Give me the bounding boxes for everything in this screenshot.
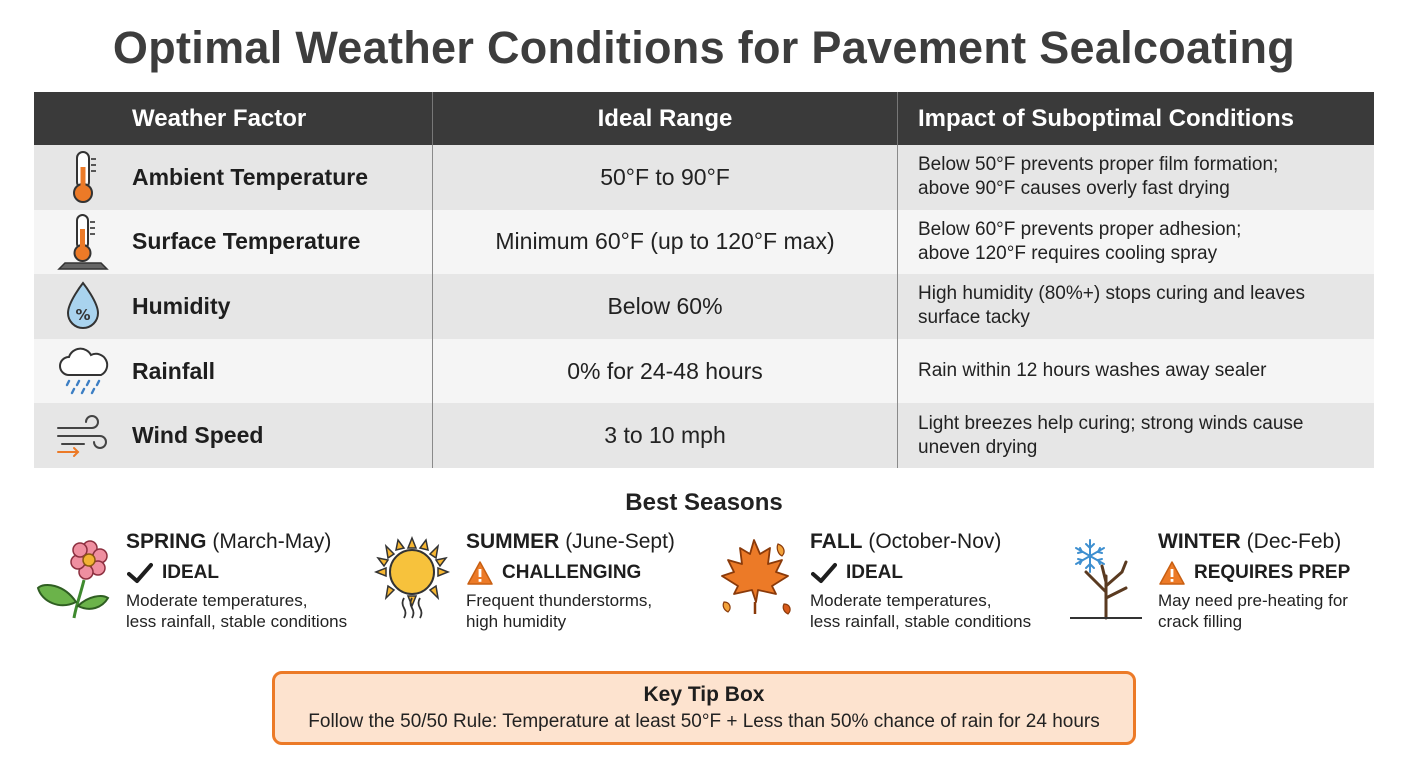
tip-title: Key Tip Box (643, 683, 765, 706)
checkmark-icon (810, 560, 838, 586)
season-name: SPRING (126, 530, 207, 553)
ideal-range: 3 to 10 mph (433, 403, 898, 468)
header-weather-factor: Weather Factor (34, 92, 433, 145)
header-ideal-range: Ideal Range (433, 92, 898, 145)
season-description: Moderate temperatures, (126, 591, 308, 610)
season-fall: FALL (October-Nov) IDEAL Moderate temper… (718, 530, 1058, 640)
svg-text:%: % (75, 306, 90, 324)
maple-leaf-icon (718, 536, 798, 620)
impact-text: High humidity (80%+) stops curing and le… (898, 274, 1374, 339)
season-months: (March-May) (212, 530, 332, 553)
factor-name: Surface Temperature (132, 228, 361, 255)
season-description: less rainfall, stable conditions (810, 612, 1032, 631)
season-summer: SUMMER (June-Sept) CHALLENGING Frequent … (373, 530, 704, 640)
season-name: SUMMER (466, 530, 560, 553)
surface-thermometer-icon (34, 210, 132, 274)
season-spring: SPRING (March-May) IDEAL Moderate temper… (36, 530, 376, 640)
impact-line: Rain within 12 hours washes away sealer (918, 360, 1267, 382)
seasons-title: Best Seasons (625, 489, 783, 516)
impact-text: Below 50°F prevents proper film formatio… (898, 145, 1374, 210)
table-row: Wind Speed 3 to 10 mph Light breezes hel… (34, 403, 1374, 468)
ideal-range: 50°F to 90°F (433, 145, 898, 210)
table-row: Ambient Temperature 50°F to 90°F Below 5… (34, 145, 1374, 210)
sun-icon (373, 535, 454, 620)
impact-line: above 90°F causes overly fast drying (918, 178, 1230, 200)
wind-icon (34, 404, 132, 468)
factor-name: Ambient Temperature (132, 163, 369, 190)
impact-line: Below 60°F prevents proper adhesion; (918, 218, 1242, 240)
checkmark-icon (126, 560, 154, 586)
impact-text: Rain within 12 hours washes away sealer (898, 339, 1374, 404)
factor-name: Wind Speed (132, 422, 264, 449)
season-description: May need pre-heating for (1158, 591, 1348, 610)
flower-icon (36, 536, 116, 620)
tip-text: Follow the 50/50 Rule: Temperature at le… (308, 711, 1100, 732)
impact-line: High humidity (80%+) stops curing and le… (918, 283, 1306, 305)
season-description: high humidity (466, 612, 567, 631)
factor-name: Rainfall (132, 357, 216, 384)
impact-text: Light breezes help curing; strong winds … (898, 403, 1374, 468)
weather-table: Weather Factor Ideal Range Impact of Sub… (34, 92, 1374, 468)
snowflake-tree-icon (1068, 536, 1148, 620)
impact-line: uneven drying (918, 436, 1038, 458)
season-description: Frequent thunderstorms, (466, 591, 653, 610)
header-impact: Impact of Suboptimal Conditions (918, 104, 1294, 132)
impact-line: above 120°F requires cooling spray (918, 242, 1218, 264)
warning-icon (466, 560, 494, 586)
impact-line: Below 50°F prevents proper film formatio… (918, 154, 1279, 176)
ideal-range: Minimum 60°F (up to 120°F max) (433, 209, 898, 275)
season-name: WINTER (1158, 530, 1241, 553)
impact-text: Below 60°F prevents proper adhesion; abo… (898, 210, 1374, 275)
season-description: less rainfall, stable conditions (126, 612, 348, 631)
page-title: Optimal Weather Conditions for Pavement … (112, 22, 1296, 73)
ideal-range: Below 60% (433, 274, 898, 339)
impact-line: surface tacky (918, 307, 1030, 329)
key-tip-box: Key Tip Box Follow the 50/50 Rule: Tempe… (272, 671, 1136, 745)
table-row: Rainfall 0% for 24-48 hours Rain within … (34, 338, 1374, 404)
season-description: Moderate temperatures, (810, 591, 992, 610)
table-header: Weather Factor Ideal Range Impact of Sub… (34, 92, 1374, 145)
season-name: FALL (810, 530, 863, 553)
season-description: crack filling (1158, 612, 1243, 631)
warning-icon (1158, 560, 1186, 586)
thermometer-icon (34, 145, 132, 209)
table-row: Surface Temperature Minimum 60°F (up to … (34, 209, 1374, 275)
rain-cloud-icon (34, 339, 132, 403)
season-winter: WINTER (Dec-Feb) REQUIRES PREP May need … (1068, 530, 1388, 640)
factor-name: Humidity (132, 292, 231, 319)
status-badge: IDEAL (846, 562, 903, 583)
status-badge: IDEAL (162, 562, 219, 583)
table-row: % Humidity Below 60% High humidity (80%+… (34, 274, 1374, 339)
status-badge: CHALLENGING (502, 562, 642, 583)
season-months: (June-Sept) (565, 530, 675, 553)
humidity-drop-icon: % (34, 274, 132, 338)
status-badge: REQUIRES PREP (1194, 562, 1351, 583)
season-months: (Dec-Feb) (1246, 530, 1342, 553)
ideal-range: 0% for 24-48 hours (433, 338, 898, 404)
impact-line: Light breezes help curing; strong winds … (918, 412, 1304, 434)
season-months: (October-Nov) (868, 530, 1002, 553)
